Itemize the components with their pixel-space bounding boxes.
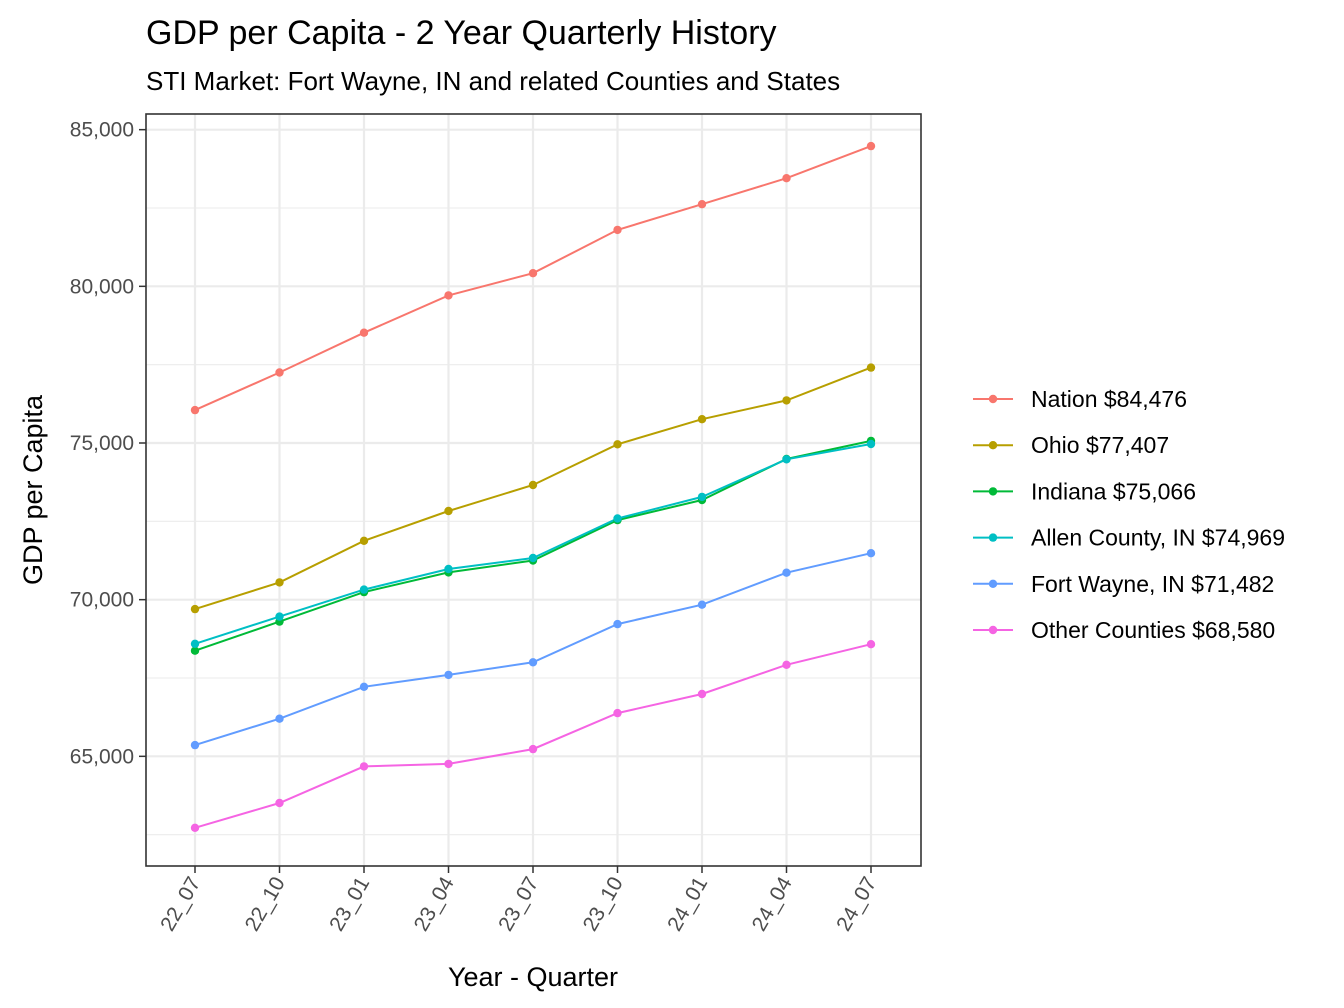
data-point-0-8 (866, 141, 876, 151)
data-point-2-0 (190, 646, 200, 655)
data-point-3-7 (782, 455, 791, 464)
data-point-3-4 (528, 553, 538, 563)
data-point-5-5 (613, 708, 622, 718)
legend-label-2: Indiana $75,066 (1031, 478, 1196, 504)
data-point-0-7 (782, 174, 791, 183)
data-point-5-8 (866, 640, 876, 649)
data-point-3-5 (613, 514, 622, 523)
data-point-4-7 (782, 568, 791, 577)
data-point-1-5 (613, 440, 622, 449)
y-tick-label: 80,000 (70, 275, 134, 298)
chart-subtitle: STI Market: Fort Wayne, IN and related C… (146, 66, 840, 96)
x-tick-label: 24_01 (663, 873, 712, 935)
data-point-1-8 (866, 363, 876, 372)
x-tick-label: 23_10 (579, 873, 628, 935)
series-points (190, 141, 876, 832)
x-tick-label: 24_04 (748, 873, 797, 935)
x-tick-label: 24_07 (832, 873, 881, 935)
data-point-3-2 (359, 585, 369, 594)
data-point-5-0 (190, 823, 200, 832)
legend-key-point-2 (988, 487, 998, 496)
data-point-4-2 (359, 682, 369, 691)
data-point-1-7 (782, 396, 791, 405)
legend: Nation $84,476 Ohio $77,407 Indiana $75,06… (973, 386, 1285, 643)
legend-label-3: Allen County, IN $74,969 (1031, 525, 1285, 551)
grid-lines (146, 114, 921, 866)
data-point-3-1 (275, 612, 284, 621)
legend-key-point-5 (988, 625, 998, 635)
y-tick-label: 85,000 (70, 119, 134, 142)
data-point-4-4 (528, 658, 538, 667)
y-axis-title: GDP per Capita (18, 394, 48, 585)
data-point-0-4 (528, 269, 538, 278)
data-point-1-2 (359, 536, 369, 545)
data-point-5-7 (782, 660, 791, 669)
legend-key-point-1 (988, 441, 998, 450)
data-point-4-0 (190, 740, 200, 750)
data-point-4-8 (866, 549, 876, 558)
legend-label-4: Fort Wayne, IN $71,482 (1031, 571, 1274, 597)
data-point-0-3 (444, 291, 453, 300)
y-axis: 65,000 70,000 75,000 80,000 85,000 (70, 119, 146, 768)
data-point-5-3 (444, 759, 453, 769)
data-point-1-1 (275, 578, 284, 587)
data-point-1-0 (190, 604, 200, 614)
x-axis: 22_07 22_10 23_01 23_04 23_07 23_10 24_01 24_04… (156, 866, 881, 935)
data-point-4-6 (697, 600, 707, 609)
data-point-3-3 (444, 564, 453, 574)
data-point-3-8 (866, 439, 876, 449)
y-tick-label: 70,000 (70, 589, 134, 612)
legend-label-1: Ohio $77,407 (1031, 432, 1169, 458)
data-point-3-0 (190, 639, 200, 648)
data-point-1-4 (528, 480, 538, 490)
legend-label-0: Nation $84,476 (1031, 386, 1187, 412)
legend-key-point-4 (988, 579, 998, 588)
data-point-3-6 (697, 492, 707, 502)
x-tick-label: 22_07 (156, 873, 205, 935)
data-point-0-2 (359, 328, 369, 337)
data-point-5-1 (275, 798, 284, 808)
data-point-5-4 (528, 744, 538, 754)
data-point-4-1 (275, 714, 284, 723)
legend-label-5: Other Counties $68,580 (1031, 617, 1275, 643)
legend-key-point-0 (988, 394, 998, 404)
x-tick-label: 23_07 (494, 873, 543, 935)
data-point-5-6 (697, 689, 707, 699)
x-tick-label: 22_10 (241, 873, 290, 935)
y-tick-label: 75,000 (70, 432, 134, 455)
y-tick-label: 65,000 (70, 745, 134, 768)
chart-title: GDP per Capita - 2 Year Quarterly Histor… (146, 14, 777, 52)
data-point-4-5 (613, 619, 622, 629)
data-point-0-6 (697, 200, 707, 209)
data-point-0-0 (190, 405, 200, 415)
data-point-4-3 (444, 670, 453, 680)
legend-key-point-3 (988, 533, 998, 542)
data-point-5-2 (359, 762, 369, 771)
data-point-1-6 (697, 415, 707, 424)
x-tick-label: 23_01 (325, 873, 374, 935)
data-point-1-3 (444, 506, 453, 516)
data-point-0-1 (275, 368, 284, 377)
x-axis-title: Year - Quarter (448, 962, 618, 992)
data-point-0-5 (613, 225, 622, 235)
x-tick-label: 23_04 (410, 873, 459, 935)
